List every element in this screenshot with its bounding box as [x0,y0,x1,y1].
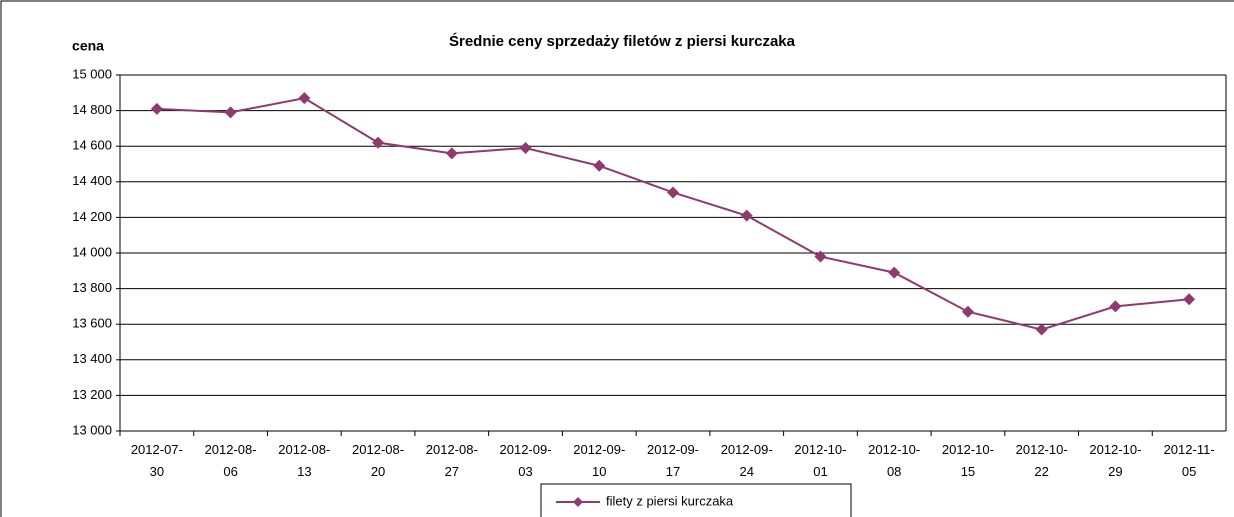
y-tick-label: 14 200 [72,209,112,224]
legend-marker [573,497,583,507]
y-tick-label: 13 400 [72,351,112,366]
y-tick-label: 14 400 [72,173,112,188]
data-point [667,186,679,199]
data-point [961,305,974,318]
y-tick-label: 13 000 [72,422,112,437]
y-tick-label: 13 600 [72,316,112,331]
data-point [888,266,901,279]
data-point [593,159,606,172]
y-tick-label: 14 600 [72,138,112,153]
x-tick-label: 2012-08-06 [204,442,257,479]
x-tick-label: 2012-10-22 [1015,442,1068,479]
data-point [1183,293,1196,306]
y-tick-label: 14 800 [72,102,112,117]
x-tick-label: 2012-08-13 [278,442,331,479]
x-tick-label: 2012-10-15 [941,442,994,479]
legend-box [540,483,852,517]
data-point [814,250,827,263]
x-tick-label: 2012-09-10 [573,442,626,479]
x-tick-label: 2012-08-20 [352,442,405,479]
y-tick-label: 14 000 [72,244,112,259]
data-point [740,209,753,222]
x-tick-label: 2012-09-03 [499,442,552,479]
data-point [1035,323,1048,336]
data-point [445,147,458,160]
data-point [372,136,385,149]
x-tick-label: 2012-09-24 [720,442,773,479]
x-tick-label: 2012-08-27 [425,442,478,479]
y-tick-label: 15 000 [72,66,112,81]
data-point [1109,300,1122,313]
x-tick-label: 2012-10-29 [1089,442,1142,479]
chart-title: Średnie ceny sprzedaży filetów z piersi … [449,32,796,50]
data-point [519,141,532,154]
x-tick-label: 2012-11-05 [1163,442,1215,479]
x-tick-label: 2012-10-08 [868,442,921,479]
data-point [298,92,311,105]
x-tick-label: 2012-07-30 [130,442,183,479]
y-tick-label: 13 800 [72,280,112,295]
legend-label: filety z piersi kurczaka [606,493,734,508]
y-axis-label: cena [72,38,104,54]
x-tick-label: 2012-09-17 [646,442,700,479]
data-point [224,106,237,119]
data-point [150,102,163,115]
data-line [156,97,1190,331]
x-tick-label: 2012-10-01 [794,442,847,479]
y-tick-label: 13 200 [72,387,112,402]
